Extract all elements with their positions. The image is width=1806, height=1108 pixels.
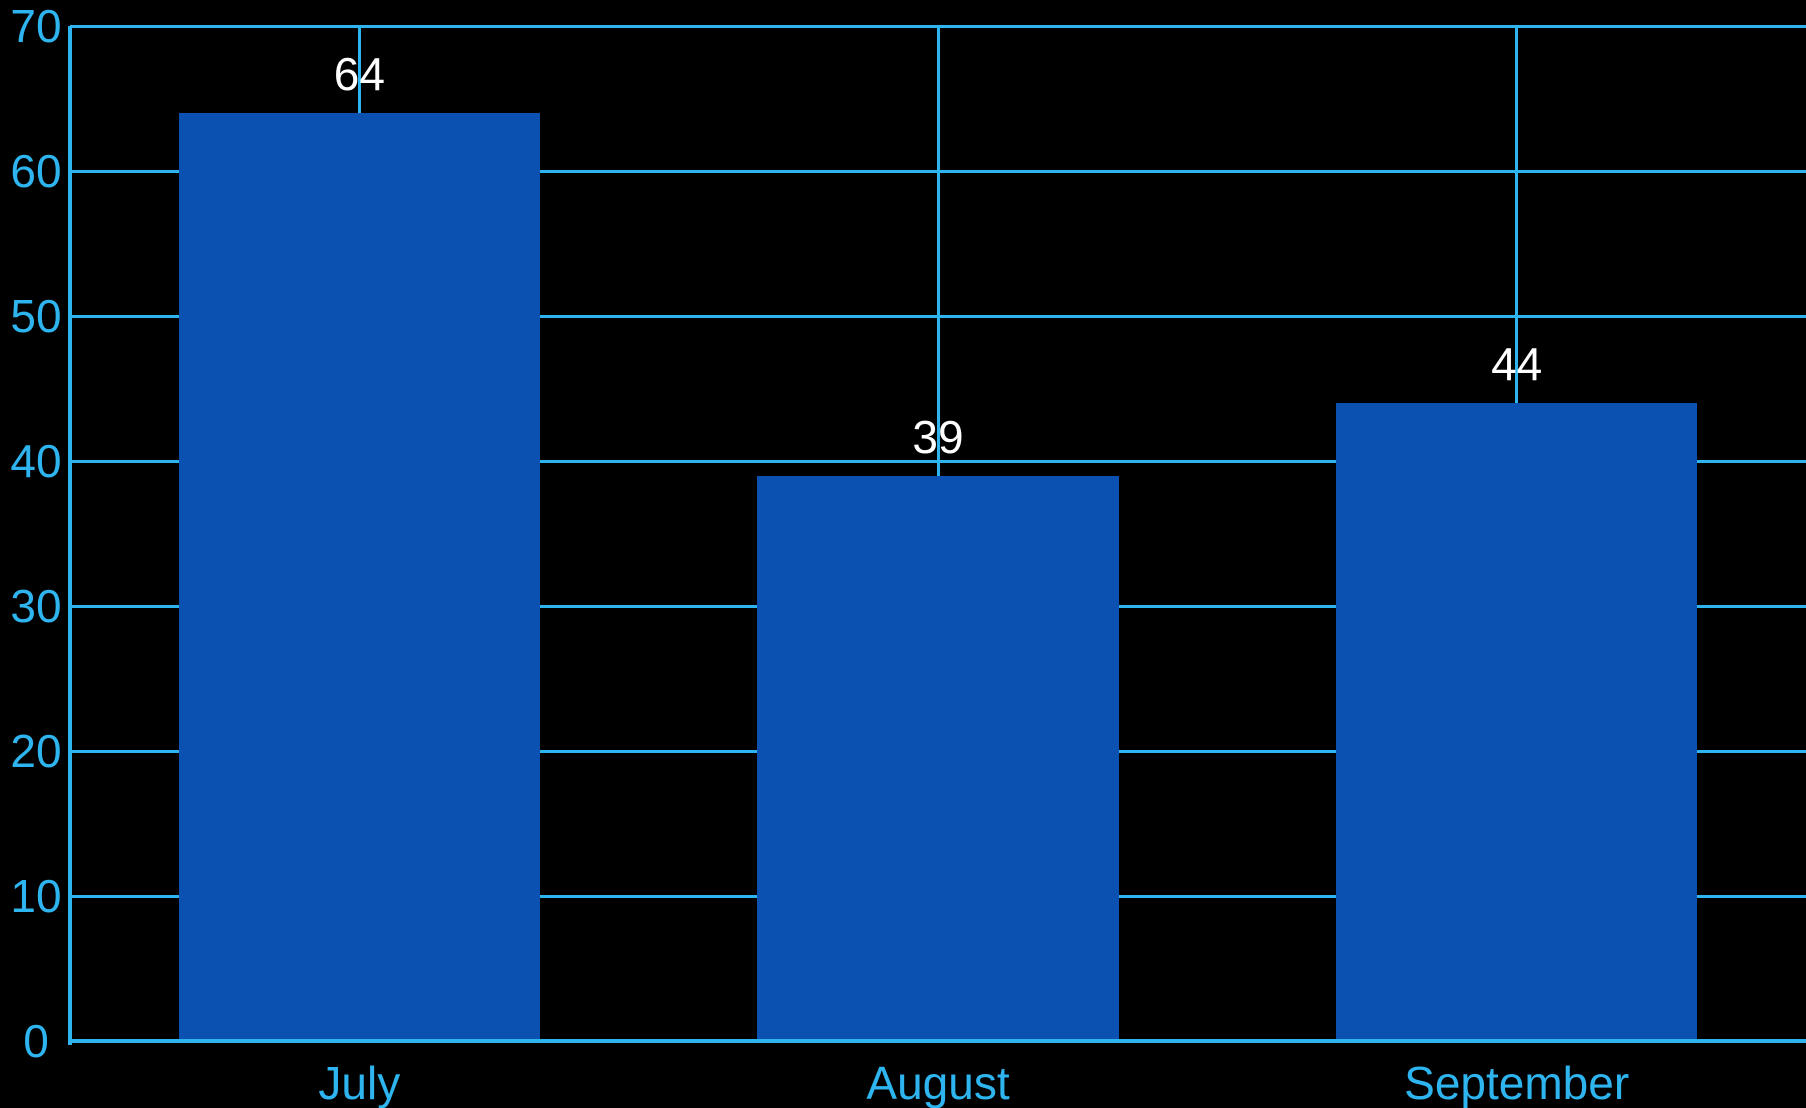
y-axis-tick-label: 0 (23, 1015, 49, 1067)
y-axis-tick-label: 40 (10, 435, 62, 487)
bar-august (757, 475, 1119, 1041)
x-axis-category-label: July (318, 1057, 401, 1108)
bar-value-label: 44 (1491, 338, 1543, 390)
y-axis-tick-label: 70 (10, 0, 62, 52)
y-axis-line (68, 26, 72, 1045)
bar-july (178, 113, 540, 1041)
bar-value-label: 64 (333, 48, 385, 100)
bar-september (1336, 403, 1698, 1041)
x-axis-line (68, 1039, 1806, 1043)
x-axis-category-label: August (866, 1057, 1010, 1108)
y-axis-tick-label: 50 (10, 290, 62, 342)
x-axis-category-label: September (1404, 1057, 1630, 1108)
bar-value-label: 39 (912, 410, 964, 463)
y-axis-tick-label: 30 (10, 580, 62, 632)
y-axis-tick-label: 20 (10, 725, 62, 777)
y-axis-tick-label: 60 (10, 145, 62, 197)
y-axis-tick-label: 10 (10, 870, 62, 922)
